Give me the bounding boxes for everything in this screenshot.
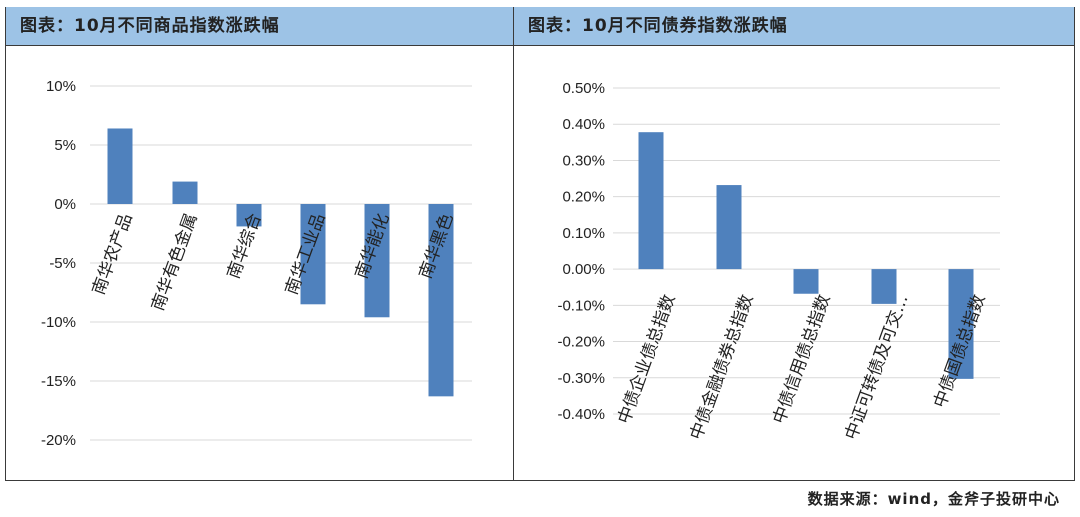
bar bbox=[107, 128, 133, 204]
x-category-label: 南华农产品 bbox=[89, 211, 137, 298]
commodity-chart-title: 图表：10月不同商品指数涨跌幅 bbox=[6, 7, 513, 46]
y-tick-label: 0.30% bbox=[562, 152, 605, 169]
bar bbox=[236, 204, 262, 227]
bar bbox=[300, 204, 326, 305]
bar bbox=[428, 204, 454, 397]
y-tick-label: -0.20% bbox=[557, 334, 605, 351]
y-tick-label: -15% bbox=[41, 373, 76, 390]
y-tick-label: 5% bbox=[54, 137, 76, 154]
y-tick-label: -20% bbox=[41, 432, 76, 449]
y-tick-label: -0.40% bbox=[557, 406, 605, 423]
bar bbox=[638, 132, 664, 270]
y-tick-label: 0.50% bbox=[562, 80, 605, 97]
x-category-label: 南华有色金属 bbox=[148, 211, 202, 314]
bar bbox=[948, 269, 974, 379]
y-tick-label: -0.10% bbox=[557, 297, 605, 314]
x-category-label: 中证可转债及可交… bbox=[842, 292, 913, 443]
bar bbox=[871, 269, 897, 304]
panel-divider bbox=[513, 7, 514, 480]
x-category-label: 中债信用债总指数 bbox=[769, 292, 834, 427]
y-tick-label: 0.10% bbox=[562, 225, 605, 242]
y-tick-label: 0.40% bbox=[562, 116, 605, 133]
y-tick-label: 0.00% bbox=[562, 261, 605, 278]
y-tick-label: 0% bbox=[54, 196, 76, 213]
data-source-note: 数据来源：wind，金斧子投研中心 bbox=[807, 490, 1060, 508]
x-category-label: 中债金融债券总指数 bbox=[687, 292, 758, 443]
y-tick-label: 0.20% bbox=[562, 189, 605, 206]
y-tick-label: -5% bbox=[49, 255, 76, 272]
bar bbox=[793, 269, 819, 294]
bar bbox=[364, 204, 390, 318]
y-tick-label: -0.30% bbox=[557, 370, 605, 387]
y-tick-label: 10% bbox=[46, 78, 76, 95]
x-category-label: 南华综合 bbox=[224, 211, 266, 282]
bar bbox=[172, 181, 198, 204]
bond-chart-title: 图表：10月不同债券指数涨跌幅 bbox=[514, 7, 1074, 46]
bar bbox=[716, 185, 742, 270]
y-tick-label: -10% bbox=[41, 314, 76, 331]
x-category-label: 中债企业债总指数 bbox=[614, 292, 679, 427]
